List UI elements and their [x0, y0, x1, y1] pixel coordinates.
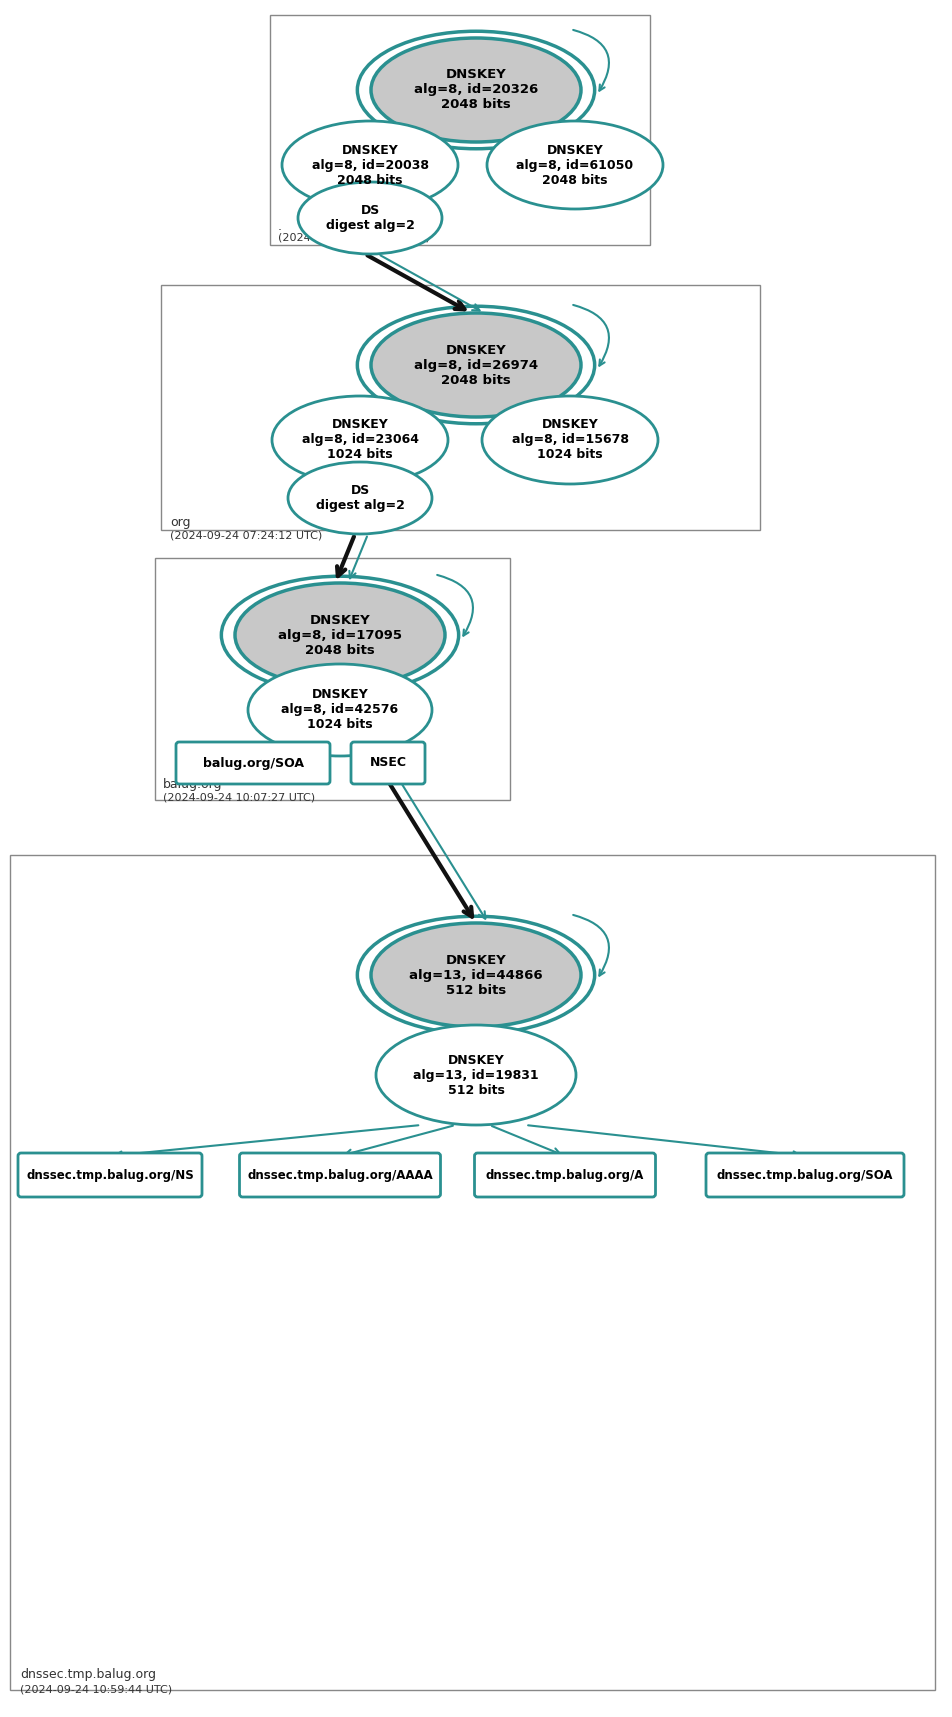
Text: dnssec.tmp.balug.org/NS: dnssec.tmp.balug.org/NS	[26, 1169, 194, 1181]
Text: (2024-09-24 05:25:03 UTC): (2024-09-24 05:25:03 UTC)	[278, 232, 430, 242]
Bar	[10, 855, 935, 1690]
Text: (2024-09-24 07:24:12 UTC): (2024-09-24 07:24:12 UTC)	[170, 531, 322, 541]
Ellipse shape	[371, 38, 581, 143]
Text: DNSKEY
alg=8, id=26974
2048 bits: DNSKEY alg=8, id=26974 2048 bits	[414, 343, 538, 386]
Text: balug.org/SOA: balug.org/SOA	[203, 757, 304, 769]
Text: DS
digest alg=2: DS digest alg=2	[315, 484, 405, 512]
Ellipse shape	[376, 1025, 576, 1125]
Ellipse shape	[482, 397, 658, 484]
Bar	[155, 558, 510, 800]
FancyBboxPatch shape	[351, 742, 425, 785]
Ellipse shape	[235, 584, 445, 687]
Ellipse shape	[222, 577, 459, 694]
Text: org: org	[170, 517, 190, 529]
Ellipse shape	[371, 312, 581, 417]
FancyBboxPatch shape	[176, 742, 330, 785]
Ellipse shape	[298, 182, 442, 254]
Text: DNSKEY
alg=8, id=23064
1024 bits: DNSKEY alg=8, id=23064 1024 bits	[302, 419, 419, 462]
Text: DNSKEY
alg=8, id=42576
1024 bits: DNSKEY alg=8, id=42576 1024 bits	[282, 689, 399, 731]
FancyBboxPatch shape	[18, 1154, 202, 1197]
Ellipse shape	[357, 917, 595, 1034]
Text: balug.org: balug.org	[163, 778, 223, 792]
Text: DNSKEY
alg=13, id=19831
512 bits: DNSKEY alg=13, id=19831 512 bits	[413, 1054, 539, 1097]
Ellipse shape	[357, 306, 595, 424]
Ellipse shape	[288, 462, 432, 534]
Bar	[270, 15, 650, 246]
Text: DNSKEY
alg=8, id=17095
2048 bits: DNSKEY alg=8, id=17095 2048 bits	[278, 613, 402, 656]
Ellipse shape	[487, 120, 663, 209]
Text: dnssec.tmp.balug.org: dnssec.tmp.balug.org	[20, 1667, 156, 1681]
Text: DNSKEY
alg=8, id=61050
2048 bits: DNSKEY alg=8, id=61050 2048 bits	[516, 144, 634, 187]
Text: dnssec.tmp.balug.org/SOA: dnssec.tmp.balug.org/SOA	[717, 1169, 893, 1181]
Text: (2024-09-24 10:59:44 UTC): (2024-09-24 10:59:44 UTC)	[20, 1684, 172, 1695]
FancyBboxPatch shape	[474, 1154, 656, 1197]
Ellipse shape	[248, 664, 432, 755]
Text: dnssec.tmp.balug.org/A: dnssec.tmp.balug.org/A	[486, 1169, 645, 1181]
Ellipse shape	[357, 31, 595, 149]
Ellipse shape	[282, 120, 458, 209]
Bar	[161, 285, 760, 531]
Text: DNSKEY
alg=8, id=20038
2048 bits: DNSKEY alg=8, id=20038 2048 bits	[311, 144, 428, 187]
Text: DNSKEY
alg=8, id=15678
1024 bits: DNSKEY alg=8, id=15678 1024 bits	[511, 419, 628, 462]
Ellipse shape	[272, 397, 448, 484]
Text: NSEC: NSEC	[369, 757, 407, 769]
Text: DS
digest alg=2: DS digest alg=2	[326, 204, 414, 232]
Ellipse shape	[371, 924, 581, 1027]
Text: (2024-09-24 10:07:27 UTC): (2024-09-24 10:07:27 UTC)	[163, 793, 315, 804]
Text: DNSKEY
alg=13, id=44866
512 bits: DNSKEY alg=13, id=44866 512 bits	[409, 953, 543, 996]
Text: dnssec.tmp.balug.org/AAAA: dnssec.tmp.balug.org/AAAA	[248, 1169, 433, 1181]
FancyBboxPatch shape	[240, 1154, 441, 1197]
Text: DNSKEY
alg=8, id=20326
2048 bits: DNSKEY alg=8, id=20326 2048 bits	[414, 69, 538, 112]
FancyBboxPatch shape	[706, 1154, 904, 1197]
Text: .: .	[278, 220, 282, 234]
